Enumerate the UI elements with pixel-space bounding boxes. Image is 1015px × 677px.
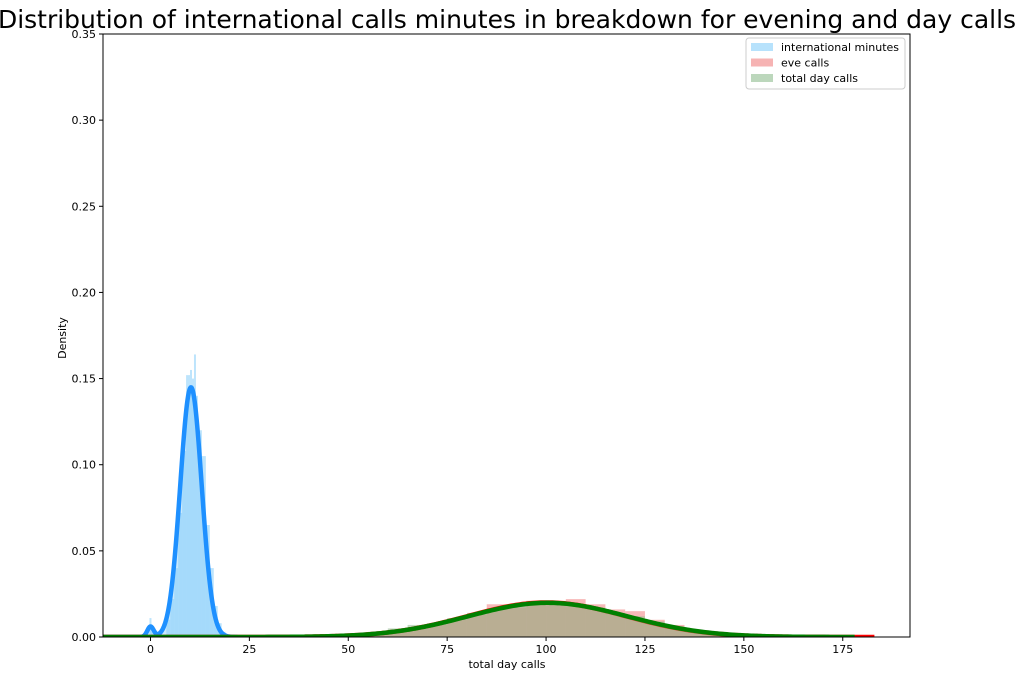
legend-swatch-0 bbox=[751, 43, 773, 51]
x-tick-label-0: 0 bbox=[147, 643, 154, 656]
x-tick-label-5: 125 bbox=[634, 643, 655, 656]
kde-area-series1 bbox=[103, 602, 875, 637]
y-tick-label-5: 0.25 bbox=[72, 200, 97, 213]
legend-swatch-1 bbox=[751, 58, 773, 67]
hist-bar-series2-17 bbox=[664, 626, 685, 637]
hist-bar-series2-10 bbox=[526, 602, 547, 637]
x-tick-label-6: 150 bbox=[733, 643, 754, 656]
y-tick-label-4: 0.20 bbox=[72, 286, 97, 299]
x-tick-label-3: 75 bbox=[440, 643, 454, 656]
legend: international minutes eve calls total day … bbox=[745, 37, 906, 90]
y-tick-label-3: 0.15 bbox=[72, 373, 97, 386]
hist-bar-series0-8 bbox=[190, 369, 193, 637]
plot-frame bbox=[102, 33, 911, 638]
y-tick-label-6: 0.30 bbox=[72, 114, 97, 127]
kde-area-series2 bbox=[103, 602, 855, 637]
hist-bar-series0-5 bbox=[178, 512, 183, 637]
hist-bar-series0-13 bbox=[201, 456, 206, 637]
hist-bar-series2-8 bbox=[486, 609, 507, 637]
hist-bar-series2-7 bbox=[466, 612, 487, 637]
legend-label-2: total day calls bbox=[781, 72, 858, 85]
hist-bar-series0-6 bbox=[182, 450, 187, 637]
hist-bar-series0-12 bbox=[197, 430, 202, 637]
hist-bar-series0-3 bbox=[170, 599, 175, 637]
hist-bar-series2-12 bbox=[565, 604, 586, 637]
hist-bar-series2-13 bbox=[585, 607, 606, 637]
hist-bar-series0-1 bbox=[151, 631, 155, 637]
x-tick-label-4: 100 bbox=[536, 643, 557, 656]
hist-bar-series2-14 bbox=[605, 612, 626, 637]
hist-bar-series2-11 bbox=[546, 602, 566, 637]
y-tick-label-2: 0.10 bbox=[72, 459, 97, 472]
x-tick-label-1: 25 bbox=[242, 643, 256, 656]
hist-bar-series2-18 bbox=[684, 630, 705, 637]
x-tick-label-2: 50 bbox=[341, 643, 355, 656]
hist-bar-series2-6 bbox=[447, 618, 467, 637]
kde-area-series0 bbox=[103, 387, 238, 637]
legend-label-0: international minutes bbox=[781, 41, 899, 54]
x-tick-label-7: 175 bbox=[832, 643, 853, 656]
hist-bar-series2-9 bbox=[506, 604, 527, 637]
x-axis: 0 25 50 75 100 125 150 175 bbox=[147, 637, 853, 656]
hist-bar-series0-11 bbox=[195, 395, 198, 637]
hist-bar-series0-10 bbox=[193, 354, 196, 637]
y-axis-title: Density bbox=[56, 317, 69, 359]
hist-bar-series0-2 bbox=[166, 619, 171, 637]
legend-label-1: eve calls bbox=[781, 57, 829, 70]
legend-swatch-2 bbox=[751, 74, 773, 82]
chart-title: Distribution of international calls minu… bbox=[0, 5, 1015, 34]
legend-box bbox=[745, 37, 906, 90]
hist-bar-series0-7 bbox=[186, 375, 191, 637]
hist-bar-series0-9 bbox=[192, 378, 194, 637]
y-tick-label-0: 0.00 bbox=[72, 631, 97, 644]
y-tick-label-1: 0.05 bbox=[72, 545, 97, 558]
y-axis: 0.00 0.05 0.10 0.15 0.20 0.25 0.30 0.35 bbox=[72, 28, 103, 644]
x-axis-title: total day calls bbox=[468, 658, 545, 671]
hist-bar-series0-4 bbox=[174, 568, 179, 637]
kde-line-series0 bbox=[103, 385, 240, 637]
y-tick-label-7: 0.35 bbox=[72, 28, 97, 41]
